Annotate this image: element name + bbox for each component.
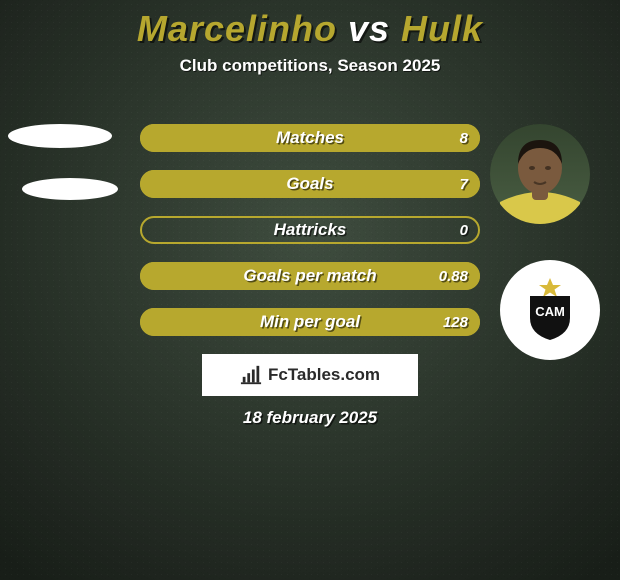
watermark-text: FcTables.com: [268, 365, 380, 385]
bar-label: Min per goal: [140, 308, 480, 336]
bar-row: Min per goal128: [140, 308, 480, 336]
bar-value-right: 0.88: [439, 262, 468, 290]
comparison-bars: Matches8Goals7Hattricks0Goals per match0…: [140, 124, 480, 354]
player-a-club-placeholder: [22, 178, 118, 200]
chart-icon: [240, 364, 262, 386]
bar-row: Goals7: [140, 170, 480, 198]
club-badge-svg: CAM: [518, 278, 582, 342]
bar-label: Goals: [140, 170, 480, 198]
title-player-a: Marcelinho: [137, 8, 337, 49]
bar-value-right: 8: [460, 124, 468, 152]
bar-label: Goals per match: [140, 262, 480, 290]
bar-value-right: 128: [443, 308, 468, 336]
player-b-avatar-svg: [490, 124, 590, 224]
player-a-avatar-placeholder: [8, 124, 112, 148]
bar-row: Matches8: [140, 124, 480, 152]
svg-text:CAM: CAM: [535, 304, 565, 319]
bar-label: Matches: [140, 124, 480, 152]
page-title: Marcelinho vs Hulk: [0, 0, 620, 50]
bar-value-right: 7: [460, 170, 468, 198]
title-player-b: Hulk: [401, 8, 483, 49]
player-b-club-badge: CAM: [500, 260, 600, 360]
bar-row: Goals per match0.88: [140, 262, 480, 290]
player-b-avatar: [490, 124, 590, 224]
bar-row: Hattricks0: [140, 216, 480, 244]
subtitle: Club competitions, Season 2025: [0, 56, 620, 76]
bar-label: Hattricks: [140, 216, 480, 244]
bar-value-right: 0: [460, 216, 468, 244]
watermark: FcTables.com: [202, 354, 418, 396]
title-vs: vs: [348, 8, 390, 49]
datestamp: 18 february 2025: [0, 408, 620, 428]
